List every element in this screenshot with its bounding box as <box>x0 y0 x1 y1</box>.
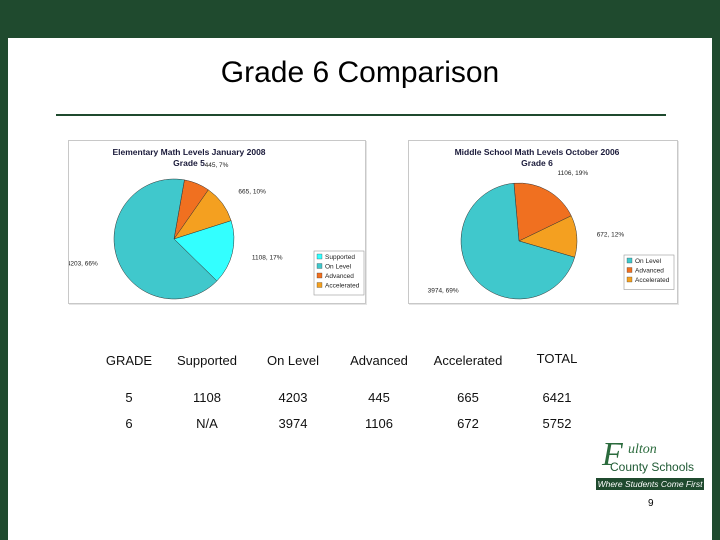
pie-label-accelerated: 665, 10% <box>238 189 266 196</box>
header-on-level: On Level <box>266 352 320 368</box>
cell-advanced: 1106 <box>365 415 393 431</box>
chart-title: Elementary Math Levels January 2008 <box>112 147 265 157</box>
middle-school-pie-svg: Middle School Math Levels October 2006Gr… <box>428 147 675 300</box>
legend-swatch-on-level <box>316 263 323 269</box>
pie-slice-advanced <box>513 182 572 242</box>
logo-name-line1: ulton <box>628 442 657 457</box>
header-supported: Supported <box>177 352 237 368</box>
cell-total: 6421 <box>542 389 572 405</box>
pie-label-supported: 1108, 17% <box>252 254 283 261</box>
top-band <box>0 0 720 38</box>
header-total: TOTAL <box>536 350 578 366</box>
legend-box <box>623 254 675 290</box>
elementary-pie-chart: Elementary Math Levels January 2008 Grade… <box>68 140 366 304</box>
cell-accelerated: 665 <box>457 389 479 405</box>
comparison-table: GRADE Supported On Level Advanced Accele… <box>94 336 600 436</box>
pie-label-advanced: 1106, 19% <box>558 170 589 177</box>
cell-on-level: 4203 <box>278 389 308 405</box>
pie-slice-supported <box>173 220 235 282</box>
legend-entry-advanced: Advanced <box>635 268 664 275</box>
header-grade: GRADE <box>105 352 153 368</box>
cell-grade: 5 <box>125 389 133 405</box>
pie-label-on-level: 3974, 69% <box>428 288 459 295</box>
legend-entry-accelerated: Accelerated <box>635 277 670 284</box>
chart-title: Middle School Math Levels October 2006 <box>455 147 620 157</box>
table-row: 5 1108 4203 445 665 6421 <box>94 384 600 410</box>
cell-accelerated: 672 <box>457 415 479 431</box>
legend-swatch-on-level <box>626 257 633 264</box>
legend-entry-on-level: On Level <box>325 264 352 271</box>
header-advanced: Advanced <box>350 352 408 368</box>
legend-swatch-supported <box>316 253 323 260</box>
table-header-row: GRADE Supported On Level Advanced Accele… <box>94 336 600 384</box>
chart-subtitle: Grade 6 <box>521 158 553 168</box>
legend-swatch-advanced <box>316 272 323 279</box>
fulton-county-schools-logo: F ulton County Schools Where Students Co… <box>596 436 706 496</box>
pie-label-advanced: 445, 7% <box>205 162 229 169</box>
logo-tagline: Where Students Come First <box>596 478 704 490</box>
pie-slice-on-level <box>460 182 575 300</box>
slide: Grade 6 Comparison Elementary Math Level… <box>8 38 712 540</box>
slide-title: Grade 6 Comparison <box>220 56 500 89</box>
pie-label-accelerated: 672, 12% <box>597 232 625 239</box>
pie-label-on-level: 4203, 66% <box>69 261 98 268</box>
title-rule <box>56 114 666 116</box>
logo-f-glyph: F <box>602 436 623 473</box>
cell-grade: 6 <box>125 415 133 431</box>
legend-entry-accelerated: Accelerated <box>325 283 360 290</box>
elementary-pie-svg: Elementary Math Levels January 2008Grade… <box>69 147 365 300</box>
legend-swatch-advanced <box>626 267 633 273</box>
cell-on-level: 3974 <box>278 415 308 431</box>
cell-supported: 1108 <box>193 389 221 405</box>
cell-advanced: 445 <box>368 389 390 405</box>
cell-total: 5752 <box>542 415 572 431</box>
header-accelerated: Accelerated <box>433 352 503 368</box>
legend-entry-on-level: On Level <box>635 258 662 265</box>
chart-subtitle: Grade 5 <box>173 158 205 168</box>
legend-swatch-accelerated <box>626 276 633 283</box>
legend-box <box>313 250 365 296</box>
legend-swatch-accelerated <box>316 282 323 288</box>
logo-name-line2: County Schools <box>610 460 695 474</box>
middle-school-pie-chart: Middle School Math Levels October 2006 Gr… <box>408 140 678 304</box>
cell-supported: N/A <box>196 415 218 431</box>
legend-entry-advanced: Advanced <box>325 273 354 280</box>
page-number: 9 <box>648 498 654 509</box>
pie-slice-on-level <box>113 178 218 300</box>
table-row: 6 N/A 3974 1106 672 5752 <box>94 410 600 436</box>
legend-entry-supported: Supported <box>325 254 355 261</box>
